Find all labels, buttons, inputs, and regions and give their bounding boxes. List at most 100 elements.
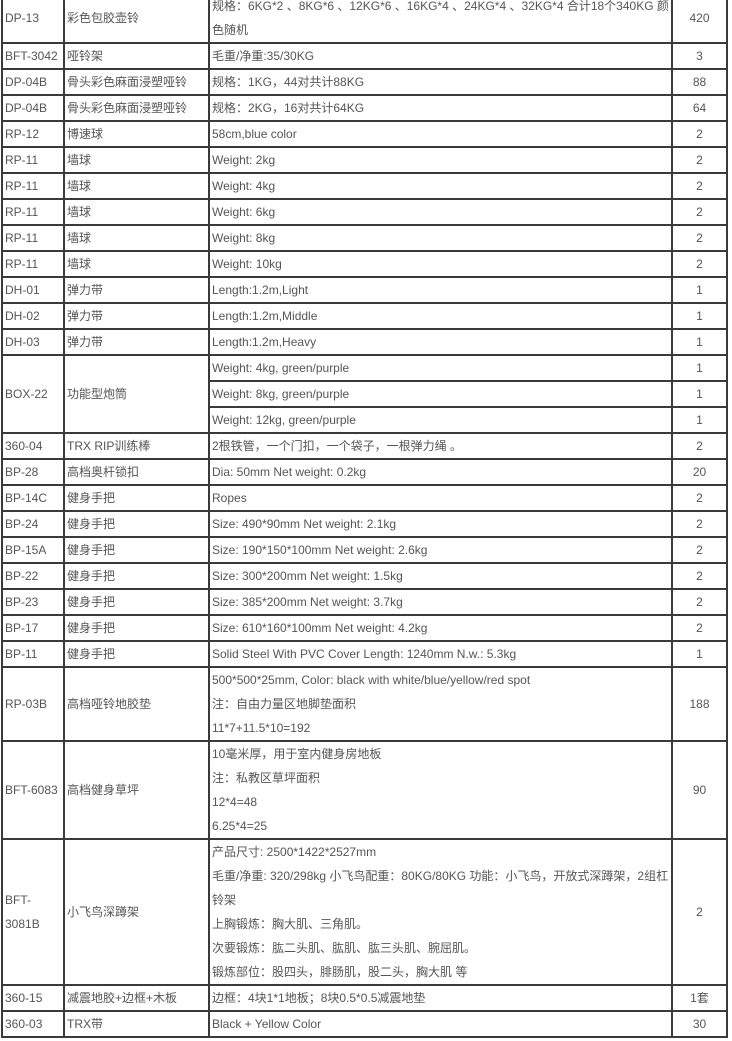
spec-line: Weight: 8kg — [212, 231, 276, 245]
product-code: BP-24 — [1, 510, 65, 538]
product-name: 功能型炮筒 — [63, 354, 210, 434]
product-code: RP-11 — [1, 198, 65, 226]
table-row: BP-22 健身手把 Size: 300*200mm Net weight: 1.5… — [1, 562, 728, 590]
spec-line: 10毫米厚，用于室内健身房地板 — [212, 747, 382, 761]
product-name: 骨头彩色麻面浸塑哑铃 — [63, 94, 210, 122]
spec-line: 11*7+11.5*10=192 — [212, 721, 311, 735]
spec-line: 上胸锻炼：胸大肌、三角肌。 — [212, 917, 369, 931]
product-spec: 边框：4块1*1地板；8块0.5*0.5减震地垫 — [208, 984, 673, 1012]
table-row: BP-11 健身手把 Solid Steel With PVC Cover Leng… — [1, 640, 728, 668]
product-code: DP-04B — [1, 94, 65, 122]
table-row: BP-15A 健身手把 Size: 190*150*100mm Net weight… — [1, 536, 728, 564]
product-spec: Dia: 50mm Net weight: 0.2kg — [208, 458, 673, 486]
spec-line: Weight: 6kg — [212, 205, 276, 219]
product-code: BFT-3042 — [1, 42, 65, 70]
product-quantity: 2 — [671, 172, 728, 200]
product-name: 健身手把 — [63, 588, 210, 616]
spec-line: 产品尺寸: 2500*1422*2527mm — [212, 845, 377, 859]
spec-line: 规格：6KG*2 、8KG*6 、12KG*6 、16KG*4 、24KG*4 … — [212, 0, 669, 37]
table-row: 360-15 减震地胶+边框+木板 边框：4块1*1地板；8块0.5*0.5减震地垫… — [1, 984, 728, 1012]
spec-line: 注：自由力量区地脚垫面积 — [212, 697, 357, 711]
product-quantity: 1 — [671, 380, 728, 408]
product-spec: Weight: 8kg, green/purple — [208, 380, 673, 408]
product-code: BP-23 — [1, 588, 65, 616]
product-spec: Size: 490*90mm Net weight: 2.1kg — [208, 510, 673, 538]
product-quantity: 1 — [671, 328, 728, 356]
spec-line: Size: 385*200mm Net weight: 3.7kg — [212, 595, 403, 609]
table-row: DH-03 弹力带 Length:1.2m,Heavy 1 — [1, 328, 728, 356]
product-code: BP-22 — [1, 562, 65, 590]
spec-line: Solid Steel With PVC Cover Length: 1240m… — [212, 647, 517, 661]
spec-line: Weight: 2kg — [212, 153, 276, 167]
product-code: BP-28 — [1, 458, 65, 486]
spec-line: Length:1.2m,Light — [212, 283, 309, 297]
product-name: 减震地胶+边框+木板 — [63, 984, 210, 1012]
product-code: DH-01 — [1, 276, 65, 304]
product-spec: Weight: 4kg — [208, 172, 673, 200]
product-quantity: 1 — [671, 354, 728, 382]
product-code: BOX-22 — [1, 354, 65, 434]
spec-line: 6.25*4=25 — [212, 819, 268, 833]
table-row: DP-13 彩色包胶壶铃 规格：6KG*2 、8KG*6 、12KG*6 、16KG… — [1, 0, 728, 44]
product-spec: Size: 190*150*100mm Net weight: 2.6kg — [208, 536, 673, 564]
product-spec: Size: 385*200mm Net weight: 3.7kg — [208, 588, 673, 616]
spec-line: Weight: 10kg — [212, 257, 282, 271]
product-spec: Weight: 8kg — [208, 224, 673, 252]
table-row: 360-03 TRX带 Black + Yellow Color 30 — [1, 1010, 728, 1038]
spec-line: Length:1.2m,Heavy — [212, 335, 317, 349]
product-code: BP-11 — [1, 640, 65, 668]
product-quantity: 188 — [671, 666, 728, 742]
spec-line: Size: 300*200mm Net weight: 1.5kg — [212, 569, 403, 583]
product-name: TRX带 — [63, 1010, 210, 1038]
product-quantity: 90 — [671, 740, 728, 840]
product-quantity: 2 — [671, 146, 728, 174]
product-name: 墙球 — [63, 250, 210, 278]
product-spec: 规格：1KG，44对共计88KG — [208, 68, 673, 96]
product-quantity: 3 — [671, 42, 728, 70]
spec-line: Ropes — [212, 491, 247, 505]
table-row: BP-24 健身手把 Size: 490*90mm Net weight: 2.1k… — [1, 510, 728, 538]
product-quantity: 1 — [671, 640, 728, 668]
product-quantity: 1套 — [671, 984, 728, 1012]
product-name: 健身手把 — [63, 614, 210, 642]
product-quantity: 2 — [671, 838, 728, 986]
product-code: BFT-6083 — [1, 740, 65, 840]
product-quantity: 2 — [671, 510, 728, 538]
product-spec: 毛重/净重:35/30KG — [208, 42, 673, 70]
spec-line: 12*4=48 — [212, 795, 258, 809]
table-row: BFT-3081B 小飞鸟深蹲架 产品尺寸: 2500*1422*2527mm 毛重/… — [1, 838, 728, 986]
spec-line: 次要锻炼：肱二头肌、肱肌、肱三头肌、腕屈肌。 — [212, 941, 477, 955]
product-spec: Weight: 2kg — [208, 146, 673, 174]
table-row: RP-12 博速球 58cm,blue color 2 — [1, 120, 728, 148]
product-spec: Weight: 10kg — [208, 250, 673, 278]
product-name: 高档奥杆锁扣 — [63, 458, 210, 486]
product-quantity: 2 — [671, 562, 728, 590]
product-spec: 10毫米厚，用于室内健身房地板 注：私教区草坪面积 12*4=48 6.25*4=25 — [208, 740, 673, 840]
product-quantity: 30 — [671, 1010, 728, 1038]
product-name: 健身手把 — [63, 510, 210, 538]
product-name: 健身手把 — [63, 484, 210, 512]
product-code: DP-04B — [1, 68, 65, 96]
product-spec: Weight: 4kg, green/purple — [208, 354, 673, 382]
product-name: 弹力带 — [63, 302, 210, 330]
product-name: 哑铃架 — [63, 42, 210, 70]
product-quantity: 2 — [671, 250, 728, 278]
spec-line: Dia: 50mm Net weight: 0.2kg — [212, 465, 367, 479]
product-name: 高档哑铃地胶垫 — [63, 666, 210, 742]
spec-line: Size: 490*90mm Net weight: 2.1kg — [212, 517, 397, 531]
table-row: BFT-3042 哑铃架 毛重/净重:35/30KG 3 — [1, 42, 728, 70]
product-spec: 58cm,blue color — [208, 120, 673, 148]
product-spec: 规格：6KG*2 、8KG*6 、12KG*6 、16KG*4 、24KG*4 … — [208, 0, 673, 44]
product-spec: 2根铁管，一个门扣，一个袋子，一根弹力绳 。 — [208, 432, 673, 460]
spec-line: Length:1.2m,Middle — [212, 309, 318, 323]
product-spec: Weight: 12kg, green/purple — [208, 406, 673, 434]
spec-line: 规格：1KG，44对共计88KG — [212, 75, 365, 89]
product-code: RP-11 — [1, 250, 65, 278]
product-name: 墙球 — [63, 172, 210, 200]
product-spec: Weight: 6kg — [208, 198, 673, 226]
product-name: 健身手把 — [63, 640, 210, 668]
product-name: 高档健身草坪 — [63, 740, 210, 840]
table-row: DH-02 弹力带 Length:1.2m,Middle 1 — [1, 302, 728, 330]
product-name: TRX RIP训练棒 — [63, 432, 210, 460]
